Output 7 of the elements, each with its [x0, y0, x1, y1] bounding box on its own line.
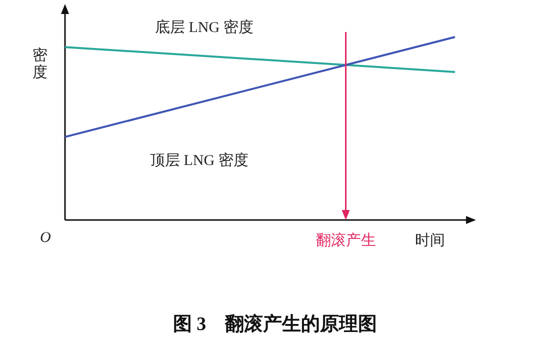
text: 顶层 LNG 密度 — [150, 152, 248, 169]
text: O — [40, 230, 51, 246]
x-axis-title: 时间 — [415, 232, 445, 249]
caption: 图 3 翻滚产生的原理图 — [172, 313, 378, 335]
y-axis-title: 密度 — [32, 47, 48, 81]
series-label: 底层 LNG 密度 — [155, 19, 254, 36]
text: 翻滚产生 — [316, 232, 376, 249]
